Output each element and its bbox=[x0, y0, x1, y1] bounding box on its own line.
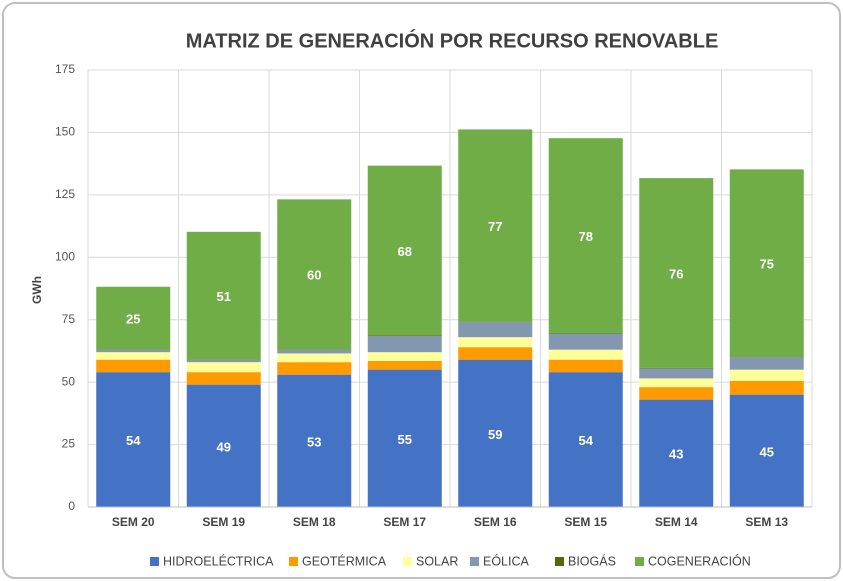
data-label: 77 bbox=[488, 219, 502, 234]
legend-label: GEOTÉRMICA bbox=[302, 553, 387, 568]
bar-segment bbox=[639, 387, 714, 400]
data-label: 68 bbox=[398, 244, 412, 259]
bar-segment bbox=[729, 169, 804, 357]
bar-segment bbox=[96, 352, 171, 360]
bar-segment bbox=[548, 349, 623, 360]
data-label: 75 bbox=[760, 256, 774, 271]
bar-segment bbox=[277, 353, 352, 363]
bar-segment bbox=[186, 372, 261, 385]
bar-segment bbox=[96, 286, 171, 350]
x-tick-label: SEM 19 bbox=[202, 515, 245, 529]
bar-segment bbox=[729, 357, 804, 370]
bar-segment bbox=[367, 352, 442, 361]
bar-segment bbox=[186, 384, 261, 507]
data-label: 76 bbox=[669, 266, 683, 281]
bar-segment bbox=[186, 359, 261, 363]
bar-segment bbox=[96, 372, 171, 507]
y-tick-label: 75 bbox=[62, 312, 76, 326]
bar-segment bbox=[458, 129, 533, 322]
bar-segment bbox=[277, 362, 352, 375]
bar-segment bbox=[277, 199, 352, 350]
legend-label: HIDROELÉCTRICA bbox=[163, 553, 274, 568]
bar-segment bbox=[96, 359, 171, 373]
bar-segment bbox=[96, 349, 171, 353]
y-axis-label: GWh bbox=[30, 276, 44, 304]
legend-label: BIOGÁS bbox=[568, 553, 616, 568]
legend-swatch bbox=[289, 557, 298, 566]
bar-segment bbox=[548, 359, 623, 373]
bar-segment bbox=[458, 347, 533, 360]
legend-swatch bbox=[403, 557, 412, 566]
data-label: 54 bbox=[579, 433, 594, 448]
data-label: 59 bbox=[488, 427, 502, 442]
bar-segment bbox=[729, 394, 804, 507]
y-tick-label: 25 bbox=[62, 437, 76, 451]
legend-swatch bbox=[470, 557, 479, 566]
x-tick-label: SEM 20 bbox=[112, 515, 155, 529]
bar-segment bbox=[367, 335, 442, 353]
data-label: 25 bbox=[126, 311, 140, 326]
data-label: 49 bbox=[217, 439, 231, 454]
bar-segment bbox=[277, 374, 352, 507]
bar-segment bbox=[639, 178, 714, 368]
data-label: 45 bbox=[760, 444, 774, 459]
bar-segment bbox=[639, 378, 714, 388]
bar-segment bbox=[729, 369, 804, 381]
bar-segment bbox=[548, 333, 623, 350]
bar-segment bbox=[186, 362, 261, 373]
data-label: 53 bbox=[307, 434, 321, 449]
bar-segment bbox=[639, 399, 714, 507]
bar-segment bbox=[186, 231, 261, 360]
chart-title: MATRIZ DE GENERACIÓN POR RECURSO RENOVAB… bbox=[186, 28, 719, 52]
data-label: 78 bbox=[579, 229, 593, 244]
bar-segment bbox=[458, 337, 533, 348]
x-tick-label: SEM 15 bbox=[564, 515, 607, 529]
y-tick-label: 100 bbox=[55, 249, 75, 263]
legend-label: SOLAR bbox=[416, 554, 458, 568]
bar-segment bbox=[458, 322, 533, 338]
y-tick-label: 150 bbox=[55, 125, 75, 139]
x-tick-label: SEM 16 bbox=[474, 515, 517, 529]
x-tick-label: SEM 14 bbox=[655, 515, 698, 529]
x-tick-label: SEM 13 bbox=[745, 515, 788, 529]
data-label: 55 bbox=[398, 432, 412, 447]
bar-segment bbox=[367, 369, 442, 507]
bar-segment bbox=[548, 138, 623, 333]
y-tick-label: 50 bbox=[62, 374, 76, 388]
bar-segment bbox=[548, 372, 623, 507]
legend-swatch bbox=[635, 557, 644, 566]
bar-segment bbox=[367, 165, 442, 336]
data-label: 54 bbox=[126, 433, 141, 448]
legend-label: COGENERACIÓN bbox=[648, 553, 751, 568]
bar-segment bbox=[367, 360, 442, 370]
bar-segment bbox=[458, 359, 533, 507]
y-tick-label: 175 bbox=[55, 62, 75, 76]
bar-segment bbox=[729, 380, 804, 395]
x-tick-label: SEM 17 bbox=[383, 515, 426, 529]
data-label: 43 bbox=[669, 447, 683, 462]
x-tick-label: SEM 18 bbox=[293, 515, 336, 529]
data-label: 60 bbox=[307, 268, 321, 283]
y-tick-label: 0 bbox=[68, 499, 75, 513]
legend-swatch bbox=[555, 557, 564, 566]
data-label: 51 bbox=[217, 289, 231, 304]
bar-segment bbox=[639, 368, 714, 379]
y-tick-label: 125 bbox=[55, 187, 75, 201]
legend-label: EÓLICA bbox=[483, 553, 530, 568]
legend-swatch bbox=[150, 557, 159, 566]
bar-segment bbox=[277, 349, 352, 354]
